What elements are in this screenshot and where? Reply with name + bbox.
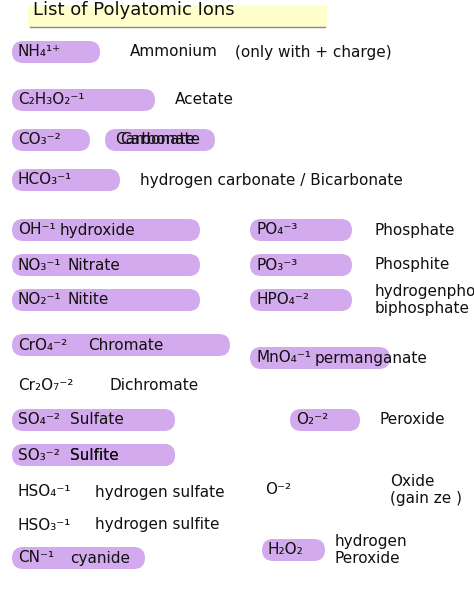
FancyBboxPatch shape [28, 5, 327, 27]
Text: PO₄⁻³: PO₄⁻³ [256, 223, 297, 237]
Text: hydrogen sulfite: hydrogen sulfite [95, 518, 219, 532]
Text: hydrogen
Peroxide: hydrogen Peroxide [335, 534, 408, 566]
Text: Peroxide: Peroxide [380, 412, 446, 428]
FancyBboxPatch shape [12, 89, 155, 111]
FancyBboxPatch shape [250, 254, 352, 276]
Text: cyanide: cyanide [70, 551, 130, 565]
FancyBboxPatch shape [12, 547, 145, 569]
Text: OH⁻¹: OH⁻¹ [18, 223, 55, 237]
Text: NO₃⁻¹: NO₃⁻¹ [18, 258, 62, 272]
FancyBboxPatch shape [12, 334, 230, 356]
Text: SO₄⁻²: SO₄⁻² [18, 412, 60, 428]
Text: O⁻²: O⁻² [265, 482, 291, 498]
Text: C₂H₃O₂⁻¹: C₂H₃O₂⁻¹ [18, 92, 84, 108]
Text: Acetate: Acetate [175, 92, 234, 108]
Text: HCO₃⁻¹: HCO₃⁻¹ [18, 173, 72, 187]
Text: CN⁻¹: CN⁻¹ [18, 551, 54, 565]
FancyBboxPatch shape [12, 169, 120, 191]
Text: hydrogen carbonate / Bicarbonate: hydrogen carbonate / Bicarbonate [140, 173, 403, 187]
FancyBboxPatch shape [250, 347, 390, 369]
Text: Dichromate: Dichromate [110, 378, 199, 392]
Text: permanganate: permanganate [315, 351, 428, 365]
Text: Oxide
(gain ze ): Oxide (gain ze ) [390, 474, 462, 506]
FancyBboxPatch shape [12, 444, 175, 466]
Text: Chromate: Chromate [88, 337, 164, 353]
Text: Nitite: Nitite [68, 293, 109, 307]
FancyBboxPatch shape [12, 129, 90, 151]
Text: HSO₄⁻¹: HSO₄⁻¹ [18, 485, 72, 499]
Text: Sulfate: Sulfate [70, 412, 124, 428]
Text: MnO₄⁻¹: MnO₄⁻¹ [256, 351, 311, 365]
Text: Phosphite: Phosphite [375, 258, 450, 272]
FancyBboxPatch shape [12, 289, 200, 311]
Text: NH₄¹⁺: NH₄¹⁺ [18, 45, 61, 59]
Text: Ammonium: Ammonium [130, 45, 218, 59]
FancyBboxPatch shape [12, 219, 200, 241]
Text: hydrogenphospate
biphosphate: hydrogenphospate biphosphate [375, 284, 474, 316]
Text: hydroxide: hydroxide [60, 223, 136, 237]
FancyBboxPatch shape [12, 409, 175, 431]
FancyBboxPatch shape [250, 219, 352, 241]
FancyBboxPatch shape [250, 289, 352, 311]
Text: O₂⁻²: O₂⁻² [296, 412, 328, 428]
Text: HPO₄⁻²: HPO₄⁻² [256, 293, 309, 307]
FancyBboxPatch shape [12, 254, 200, 276]
Text: Phosphate: Phosphate [375, 223, 456, 237]
Text: CO₃⁻²: CO₃⁻² [18, 133, 61, 147]
Text: NO₂⁻¹: NO₂⁻¹ [18, 293, 62, 307]
Text: List of Polyatomic Ions: List of Polyatomic Ions [33, 1, 235, 19]
FancyBboxPatch shape [105, 129, 215, 151]
FancyBboxPatch shape [262, 539, 325, 561]
Text: CrO₄⁻²: CrO₄⁻² [18, 337, 67, 353]
Text: PO₃⁻³: PO₃⁻³ [256, 258, 297, 272]
Text: Sulfite: Sulfite [70, 447, 119, 463]
FancyBboxPatch shape [66, 444, 175, 466]
Text: (only with + charge): (only with + charge) [235, 45, 392, 59]
Text: Cr₂O₇⁻²: Cr₂O₇⁻² [18, 378, 73, 392]
Text: Sulfite: Sulfite [70, 447, 119, 463]
Text: SO₃⁻²: SO₃⁻² [18, 447, 60, 463]
FancyBboxPatch shape [290, 409, 360, 431]
Text: Nitrate: Nitrate [68, 258, 121, 272]
Text: Carbonate: Carbonate [120, 133, 200, 147]
Text: Carbonate: Carbonate [115, 133, 195, 147]
Text: HSO₃⁻¹: HSO₃⁻¹ [18, 518, 72, 532]
FancyBboxPatch shape [12, 41, 100, 63]
Text: H₂O₂: H₂O₂ [268, 542, 304, 558]
Text: hydrogen sulfate: hydrogen sulfate [95, 485, 225, 499]
